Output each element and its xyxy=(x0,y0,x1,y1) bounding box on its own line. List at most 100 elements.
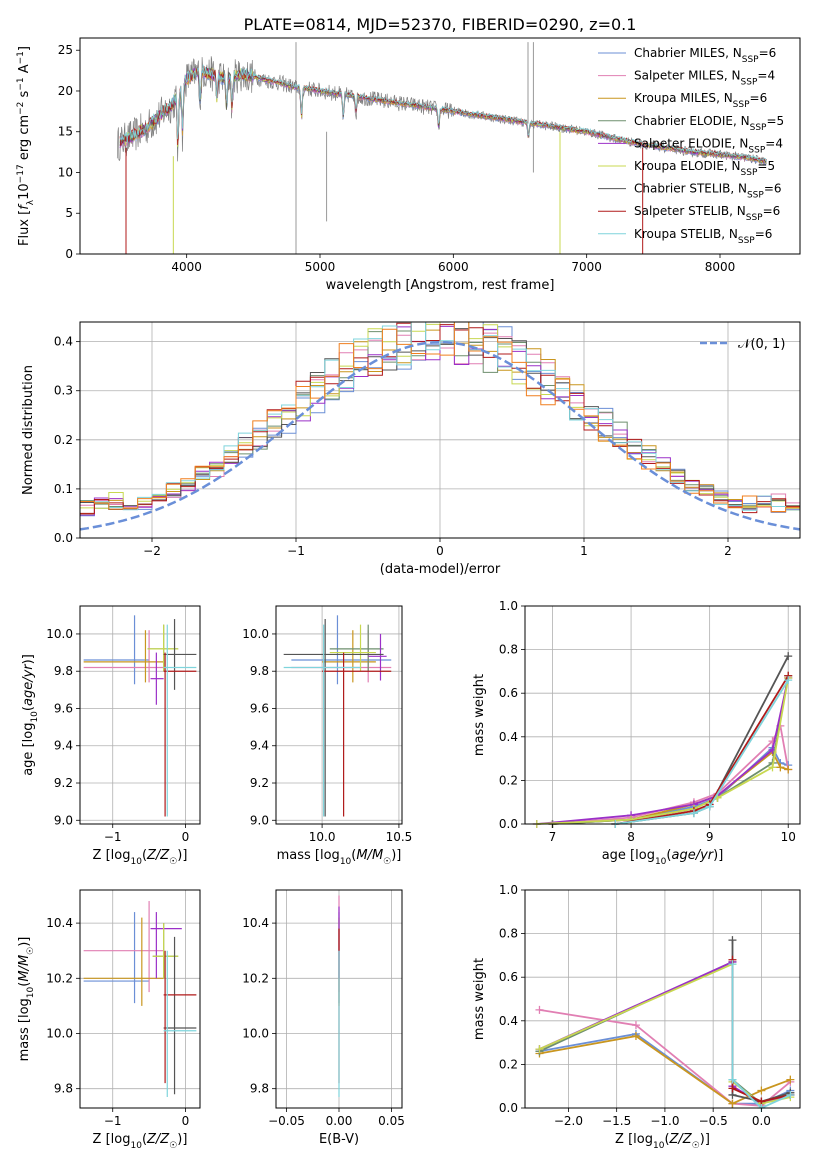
age_vs_Z-axes xyxy=(80,606,200,824)
mass_vs_Z-frame: −1 0 9.8 10.0 10.2 10.4 xyxy=(46,889,201,1128)
x-tick-label: 4000 xyxy=(171,260,202,274)
x-tick-label: −1.0 xyxy=(650,1114,679,1128)
x-tick-label: 1 xyxy=(580,544,588,558)
plot-frame xyxy=(275,605,403,825)
y-tick-label: 9.8 xyxy=(250,664,269,678)
residuals-xlabel: (data-model)/error xyxy=(380,562,501,577)
legend-label: Chabrier MILES, NSSP=6 xyxy=(634,46,776,65)
y-tick-label: 0.6 xyxy=(499,686,518,700)
weight-marker xyxy=(631,1032,640,1041)
weight_vs_Z-xlabel: Z [log10(Z/Z☉)] xyxy=(615,1132,710,1151)
weight-marker xyxy=(786,1090,795,1099)
plot-frame xyxy=(524,605,801,825)
spectrum-legend: Chabrier MILES, NSSP=6 Salpeter MILES, NS… xyxy=(598,46,784,246)
x-tick-label: −1.5 xyxy=(602,1114,631,1128)
model-fit-kroupa-stelib xyxy=(119,64,767,162)
y-tick-label: 10.4 xyxy=(242,916,269,930)
x-tick-label: −0.5 xyxy=(699,1114,728,1128)
mass_vs_Z-axes xyxy=(80,890,200,1108)
spectrum-xlabel: wavelength [Angstrom, rest frame] xyxy=(326,278,555,293)
y-tick-label: 0.0 xyxy=(499,817,518,831)
plot-frame xyxy=(79,889,201,1109)
age_vs_mass-xlabel: mass [log10(M/M☉)] xyxy=(277,848,402,867)
residual-legend: 𝒩(0, 1) xyxy=(700,337,785,352)
residuals-frame: −2 −1 0 1 2 0.0 0.1 0.2 0.3 0.4 xyxy=(54,321,801,558)
y-tick-label: 9.8 xyxy=(54,664,73,678)
x-tick-label: 7000 xyxy=(571,260,602,274)
legend-label: Kroupa ELODIE, NSSP=5 xyxy=(634,159,775,178)
legend-label: Salpeter ELODIE, NSSP=4 xyxy=(634,136,783,155)
y-tick-label: 0.4 xyxy=(499,1014,518,1028)
weight-line xyxy=(615,675,789,825)
weight-marker xyxy=(786,1075,795,1084)
weight_vs_Z-ylabel: mass weight xyxy=(472,958,487,1040)
y-tick-label: 0.2 xyxy=(499,773,518,787)
y-tick-label: 9.6 xyxy=(54,701,73,715)
weight_vs_Z-frame: −2.0 −1.5 −1.0 −0.5 0.0 0.0 0.2 0.4 0.6 0.8 1.0 xyxy=(499,883,801,1128)
y-tick-label: 9.8 xyxy=(250,1082,269,1096)
spectrum-lines xyxy=(116,42,767,254)
x-tick-label: −1 xyxy=(104,830,122,844)
weight_vs_age-xlabel: age [log10(age/yr)] xyxy=(602,848,724,867)
mass_vs_Z-xlabel: Z [log10(Z/Z☉)] xyxy=(93,1132,188,1151)
y-tick-label: 0.4 xyxy=(54,335,73,349)
x-tick-label: 2 xyxy=(724,544,732,558)
y-tick-label: 9.4 xyxy=(250,739,269,753)
y-tick-label: 15 xyxy=(58,125,73,139)
y-tick-label: 20 xyxy=(58,84,73,98)
weight-line xyxy=(731,964,791,1110)
y-tick-label: 9.4 xyxy=(54,739,73,753)
y-tick-label: 10.2 xyxy=(242,971,269,985)
x-tick-label: −2.0 xyxy=(554,1114,583,1128)
weight-marker xyxy=(631,1021,640,1030)
age_vs_mass-points xyxy=(283,615,392,817)
x-tick-label: 0.05 xyxy=(378,1114,405,1128)
mass_vs_Z-points xyxy=(83,901,197,1097)
mass_vs_EBV-frame: −0.05 0.00 0.05 9.8 10.0 10.2 10.4 xyxy=(242,889,405,1128)
legend-label: Kroupa STELIB, NSSP=6 xyxy=(634,227,772,246)
weight_vs_age-frame: 7 8 9 10 0.0 0.2 0.4 0.6 0.8 1.0 xyxy=(499,599,801,844)
y-tick-label: 9.8 xyxy=(54,1082,73,1096)
y-tick-label: 0.0 xyxy=(499,1101,518,1115)
residuals-ylabel: Normed distribution xyxy=(21,365,36,495)
weight-marker xyxy=(689,809,698,818)
y-tick-label: 5 xyxy=(65,206,73,220)
weight-marker xyxy=(784,765,793,774)
y-tick-label: 0.4 xyxy=(499,730,518,744)
legend-label: Salpeter MILES, NSSP=4 xyxy=(634,69,775,88)
y-tick-label: 0.8 xyxy=(499,643,518,657)
plot-frame xyxy=(79,605,201,825)
weight-marker xyxy=(784,652,793,661)
weight-line xyxy=(615,679,789,825)
y-tick-label: 9.2 xyxy=(250,776,269,790)
y-tick-label: 10.0 xyxy=(46,1026,73,1040)
y-tick-label: 0.3 xyxy=(54,384,73,398)
figure-title: PLATE=0814, MJD=52370, FIBERID=0290, z=0… xyxy=(244,15,637,34)
y-tick-label: 0.2 xyxy=(499,1057,518,1071)
age_vs_Z-ylabel: age [log10(age/yr)] xyxy=(21,654,40,776)
y-tick-label: 9.2 xyxy=(54,776,73,790)
weight-marker xyxy=(728,1099,737,1108)
weight-line xyxy=(536,677,790,825)
weight-marker xyxy=(728,960,737,969)
y-tick-label: 9.0 xyxy=(250,813,269,827)
y-tick-label: 0.0 xyxy=(54,531,73,545)
mass_vs_Z-ylabel: mass [log10(M/M☉)] xyxy=(17,937,36,1062)
y-tick-label: 10.0 xyxy=(46,627,73,641)
x-tick-label: 0.0 xyxy=(752,1114,771,1128)
age_vs_Z-points xyxy=(83,615,197,817)
legend-label: Salpeter STELIB, NSSP=6 xyxy=(634,204,780,223)
x-tick-label: −1 xyxy=(287,544,305,558)
y-tick-label: 0.6 xyxy=(499,970,518,984)
x-tick-label: 6000 xyxy=(438,260,469,274)
y-tick-label: 0.8 xyxy=(499,927,518,941)
y-tick-label: 0 xyxy=(65,247,73,261)
x-tick-label: 0.00 xyxy=(326,1114,353,1128)
weight-marker xyxy=(705,802,714,811)
x-tick-label: 10 xyxy=(781,830,796,844)
x-tick-label: 10.0 xyxy=(309,830,336,844)
x-tick-label: 9 xyxy=(706,830,714,844)
y-tick-label: 9.6 xyxy=(250,701,269,715)
age_vs_Z-xlabel: Z [log10(Z/Z☉)] xyxy=(93,848,188,867)
